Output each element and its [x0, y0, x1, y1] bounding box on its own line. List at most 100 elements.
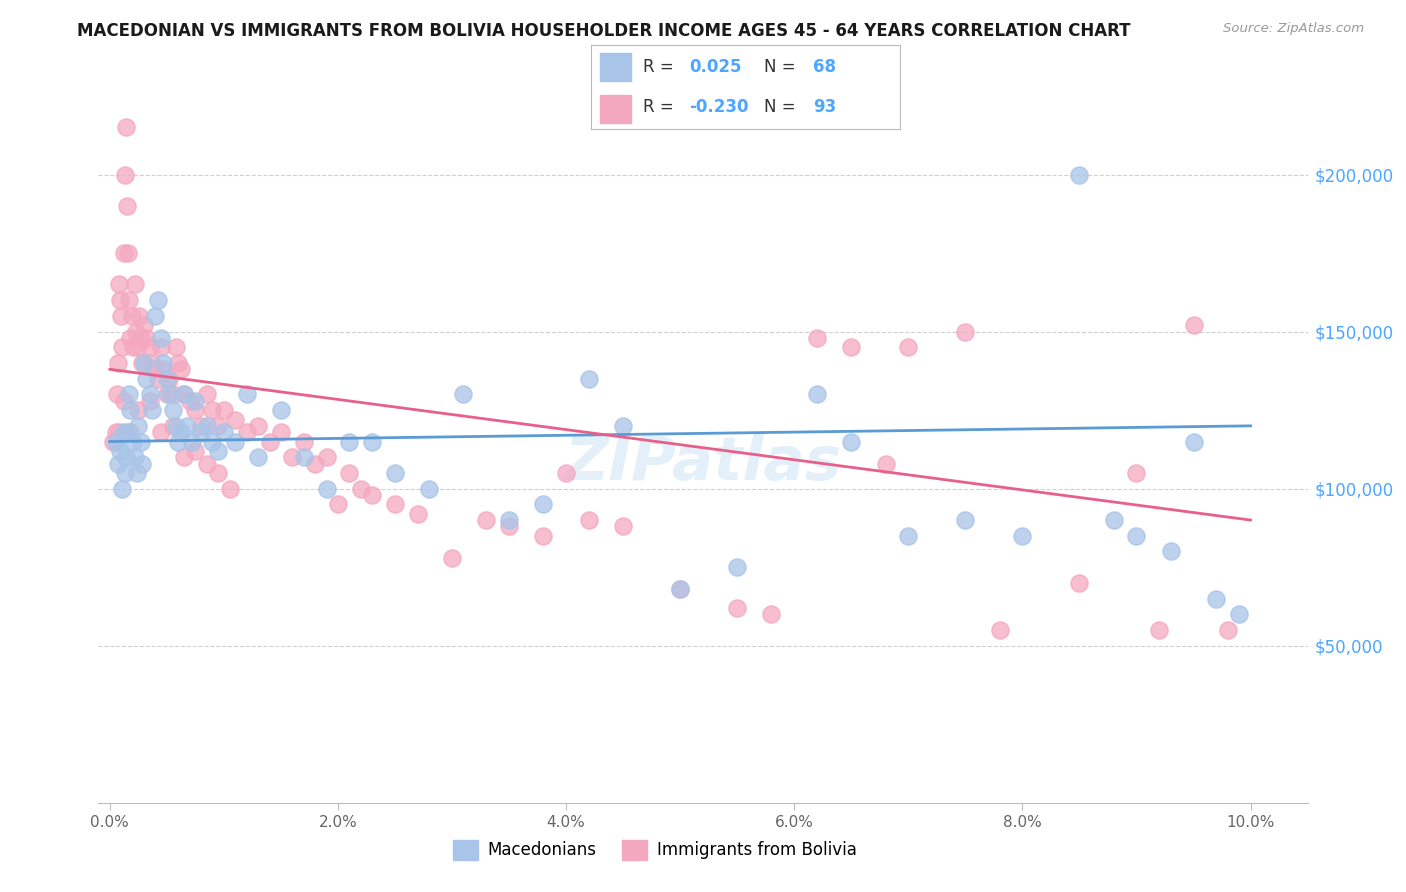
Text: 0.025: 0.025 [689, 58, 742, 76]
Point [150, 340, 173, 354]
Text: ZIPatlas: ZIPatlas [564, 434, 842, 492]
Point [114, 168, 136, 182]
Point [1149, 623, 1171, 637]
Point [181, 434, 204, 449]
Point [725, 601, 748, 615]
Point [157, 387, 180, 401]
Point [150, 331, 173, 345]
Point [1069, 168, 1091, 182]
Point [612, 418, 634, 433]
Point [112, 393, 135, 408]
Text: Source: ZipAtlas.com: Source: ZipAtlas.com [1223, 22, 1364, 36]
Point [1125, 466, 1147, 480]
Point [139, 393, 162, 408]
Point [350, 482, 373, 496]
Point [135, 372, 157, 386]
Point [247, 418, 270, 433]
Point [190, 418, 212, 433]
Point [131, 356, 153, 370]
Point [806, 331, 828, 345]
Point [725, 560, 748, 574]
Point [156, 387, 179, 401]
Point [988, 623, 1011, 637]
Point [152, 356, 174, 370]
Point [107, 457, 129, 471]
Point [384, 497, 406, 511]
Point [104, 425, 127, 439]
Point [201, 403, 224, 417]
Point [1160, 544, 1182, 558]
Point [1102, 513, 1125, 527]
Point [1011, 529, 1033, 543]
Point [669, 582, 692, 597]
Point [361, 488, 384, 502]
Point [1205, 591, 1227, 606]
Point [152, 362, 174, 376]
Point [1125, 529, 1147, 543]
Point [184, 393, 207, 408]
Text: 93: 93 [813, 98, 837, 116]
Point [235, 425, 257, 439]
Point [115, 199, 138, 213]
Point [120, 403, 142, 417]
Point [173, 387, 195, 401]
Point [235, 387, 257, 401]
Point [1182, 434, 1205, 449]
Legend: Macedonians, Immigrants from Bolivia: Macedonians, Immigrants from Bolivia [446, 833, 863, 867]
Point [117, 246, 139, 260]
Point [195, 457, 218, 471]
Point [184, 444, 207, 458]
Point [112, 246, 135, 260]
Point [124, 277, 146, 292]
Text: R =: R = [643, 58, 679, 76]
Point [195, 418, 218, 433]
Point [179, 393, 201, 408]
Point [578, 372, 600, 386]
Point [108, 293, 131, 308]
Point [955, 325, 977, 339]
Point [806, 387, 828, 401]
Point [201, 434, 224, 449]
Point [212, 403, 235, 417]
Point [173, 387, 195, 401]
Point [212, 425, 235, 439]
Point [498, 519, 520, 533]
Point [531, 497, 554, 511]
Point [115, 425, 138, 439]
Point [127, 403, 149, 417]
Point [139, 387, 162, 401]
Point [108, 277, 131, 292]
Point [108, 425, 131, 439]
Point [169, 425, 191, 439]
Point [127, 418, 149, 433]
Point [118, 293, 141, 308]
Point [114, 466, 136, 480]
Point [1227, 607, 1250, 622]
Point [131, 457, 153, 471]
Point [1182, 318, 1205, 333]
Point [127, 340, 149, 354]
Text: N =: N = [763, 98, 796, 116]
Point [129, 331, 152, 345]
Point [224, 412, 246, 426]
Point [120, 425, 142, 439]
Point [207, 466, 229, 480]
Point [132, 318, 155, 333]
Point [121, 434, 143, 449]
Point [135, 331, 157, 345]
Point [162, 418, 184, 433]
Point [761, 607, 783, 622]
Point [875, 457, 897, 471]
Point [107, 356, 129, 370]
Point [315, 450, 337, 465]
Point [475, 513, 498, 527]
Point [441, 550, 464, 565]
Point [897, 529, 920, 543]
Text: MACEDONIAN VS IMMIGRANTS FROM BOLIVIA HOUSEHOLDER INCOME AGES 45 - 64 YEARS CORR: MACEDONIAN VS IMMIGRANTS FROM BOLIVIA HO… [77, 22, 1130, 40]
Point [121, 309, 143, 323]
Point [132, 356, 155, 370]
Point [128, 309, 150, 323]
Point [418, 482, 440, 496]
Point [111, 482, 134, 496]
Point [304, 457, 326, 471]
